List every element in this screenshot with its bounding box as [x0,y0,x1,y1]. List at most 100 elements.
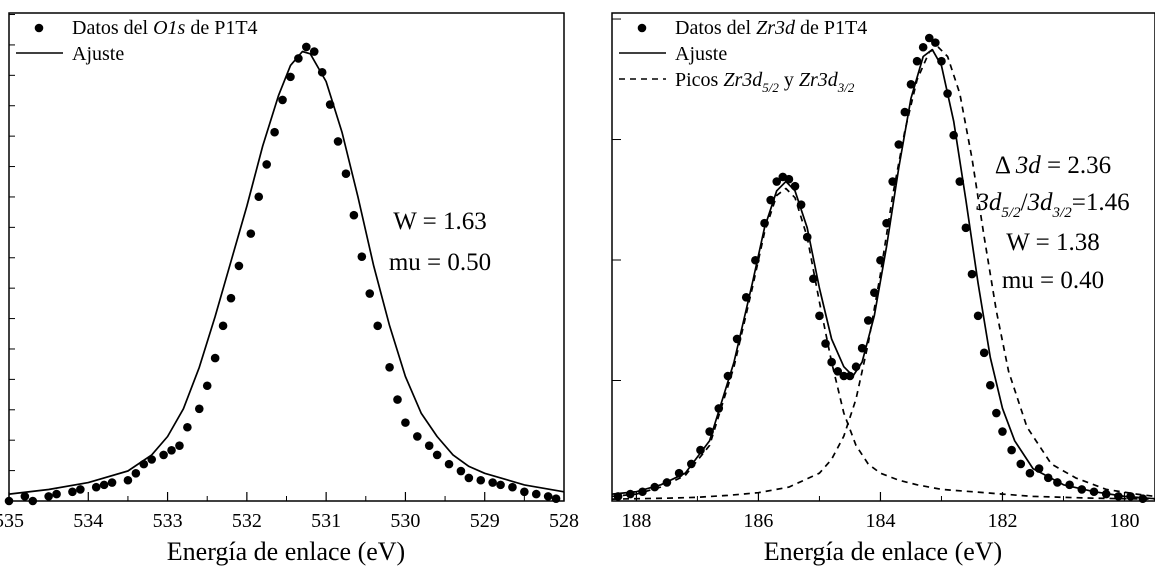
data-point [278,95,287,105]
x-tick-label: 532 [232,510,262,532]
data-point [1016,459,1026,469]
data-point [385,363,394,372]
data-point [531,489,541,499]
data-point [496,480,505,490]
legend: Datos del O1s de P1T4 Ajuste [16,17,258,65]
data-point [167,445,176,455]
x-axis-ticks: 535 534 533 532 531 530 529 528 [0,492,579,532]
data-point [218,321,228,331]
data-point [107,478,117,487]
data-point [270,127,279,137]
x-tick-label: 534 [73,510,103,532]
legend-marker [34,23,44,33]
annotations: Δ 3d = 2.36 3d5/2/3d3/2=1.46 W = 1.38 mu = … [975,152,1129,294]
data-point [894,140,904,149]
x-tick-label: 530 [390,510,420,532]
data-point [159,450,168,460]
x-axis-ticks: 188 186 184 182 180 [621,492,1139,532]
data-point [246,229,256,238]
data-point [1114,492,1123,501]
data-point [551,494,561,503]
data-point [123,475,133,485]
data-point [992,408,1001,418]
data-point [827,357,836,367]
data-point [28,496,38,506]
y-axis-ticks [612,18,621,382]
data-point [961,223,971,233]
annotation-text: 3d5/2/3d3/2=1.46 [975,189,1129,221]
data-point [772,177,782,186]
data-point [349,210,359,220]
data-point [508,482,517,492]
data-point [488,478,497,487]
data-point [543,492,553,501]
peak-component-line [611,46,1155,500]
data-point [4,496,14,506]
data-point [254,192,264,202]
x-tick-label: 184 [865,510,895,532]
data-point [863,316,873,325]
annotation-text: mu = 0.40 [1002,267,1104,294]
fit-line [8,50,565,495]
data-point [194,404,204,414]
annotation-text: W = 1.38 [1006,229,1100,256]
data-point [99,480,109,490]
data-point [44,492,53,501]
data-point [845,371,855,381]
data-point [979,348,989,358]
data-point [900,107,910,117]
legend-label: Ajuste [675,43,727,65]
data-point [286,72,295,82]
data-point [456,466,466,476]
x-tick-label: 529 [470,510,500,532]
data-point [444,459,454,469]
data-point [68,487,77,497]
data-point [790,181,800,191]
data-point [413,432,422,441]
data-point [175,441,184,450]
fit-line [611,48,1155,500]
annotations: W = 1.63 mu = 0.50 [389,208,491,276]
data-point [401,418,410,427]
data-point [998,427,1007,436]
data-point [262,160,271,169]
plot-area [611,33,1155,503]
peak-component-line [611,187,1155,500]
x-tick-label: 528 [549,510,579,532]
plot-area [4,42,565,506]
legend-label: Picos Zr3d5/2 y Zr3d3/2 [675,69,855,95]
x-tick-label: 188 [621,510,651,532]
chart-panel-o1s: 535 534 533 532 531 530 529 528 Datos del O1s d… [0,12,579,566]
data-point [906,80,916,89]
data-point [520,487,529,497]
data-point [309,47,319,56]
data-point [91,482,101,492]
data-point [857,343,867,353]
data-point [333,137,343,146]
data-point [294,54,303,63]
x-axis-label: Energía de enlace (eV) [167,537,405,566]
x-tick-label: 182 [987,510,1017,532]
data-point [183,422,192,432]
data-point [1025,468,1035,478]
x-axis-label: Energía de enlace (eV) [764,537,1002,566]
data-point [464,473,474,483]
data-point [626,489,635,499]
plot-frame [611,12,1155,502]
data-point [912,56,922,66]
annotation-text: mu = 0.50 [389,249,491,276]
data-point [888,177,897,186]
data-point [52,489,61,499]
y-axis-ticks [9,14,15,472]
chart-panel-zr3d: 188 186 184 182 180 Datos del Zr3d de P1T4 Aj… [611,12,1155,566]
data-point [393,395,402,404]
data-point [131,469,141,478]
data-point [476,475,486,485]
legend-label: Datos del O1s de P1T4 [72,17,258,39]
data-point [226,293,236,303]
legend-marker [637,23,647,33]
data-point [1007,445,1016,455]
data-point [931,38,940,47]
data-point [357,252,367,261]
data-point [76,485,85,494]
